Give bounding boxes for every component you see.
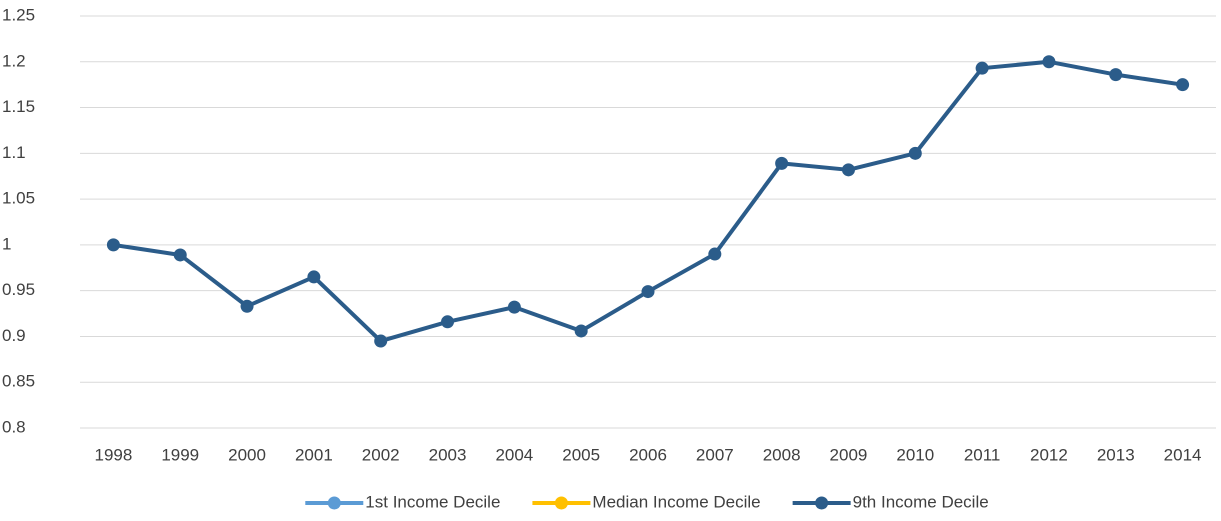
x-tick-label: 1999	[161, 445, 199, 464]
point	[307, 270, 321, 284]
y-tick-label: 0.85	[2, 372, 35, 391]
y-tick-label: 0.8	[2, 417, 26, 436]
point	[708, 247, 722, 261]
point	[1176, 78, 1190, 92]
legend-marker	[815, 496, 829, 510]
y-tick-label: 1.1	[2, 143, 26, 162]
y-tick-label: 1.05	[2, 189, 35, 208]
point	[240, 299, 254, 313]
y-tick-label: 1	[2, 234, 11, 253]
y-tick-label: 0.95	[2, 280, 35, 299]
legend-label: 9th Income Decile	[853, 492, 989, 511]
point	[841, 163, 855, 177]
point	[641, 285, 655, 299]
x-tick-label: 2011	[964, 445, 1001, 464]
x-tick-label: 2000	[228, 445, 266, 464]
x-tick-label: 2007	[696, 445, 734, 464]
point	[908, 146, 922, 160]
y-tick-label: 0.9	[2, 326, 26, 345]
point	[173, 248, 187, 262]
legend-label: 1st Income Decile	[365, 492, 500, 511]
x-tick-label: 2010	[896, 445, 934, 464]
legend-marker	[327, 496, 341, 510]
point	[507, 300, 521, 314]
x-tick-label: 2006	[629, 445, 667, 464]
point	[1042, 55, 1056, 69]
y-tick-label: 1.15	[2, 97, 35, 116]
series-line	[113, 59, 1183, 344]
x-tick-label: 2014	[1164, 445, 1202, 464]
x-tick-label: 2004	[495, 445, 533, 464]
y-tick-label: 1.25	[2, 5, 35, 24]
point	[1109, 68, 1123, 82]
legend-label: Median Income Decile	[592, 492, 760, 511]
x-tick-label: 2002	[362, 445, 400, 464]
x-tick-label: 2001	[295, 445, 333, 464]
x-tick-label: 2008	[763, 445, 801, 464]
point	[574, 324, 588, 338]
point	[975, 61, 989, 75]
x-tick-label: 2012	[1030, 445, 1068, 464]
legend-marker	[554, 496, 568, 510]
point	[775, 156, 789, 170]
point	[106, 238, 120, 252]
y-tick-label: 1.2	[2, 51, 26, 70]
x-tick-label: 2013	[1097, 445, 1135, 464]
x-tick-label: 2005	[562, 445, 600, 464]
x-tick-label: 1998	[94, 445, 132, 464]
point	[441, 315, 455, 329]
x-tick-label: 2009	[830, 445, 868, 464]
point	[374, 334, 388, 348]
x-tick-label: 2003	[429, 445, 467, 464]
